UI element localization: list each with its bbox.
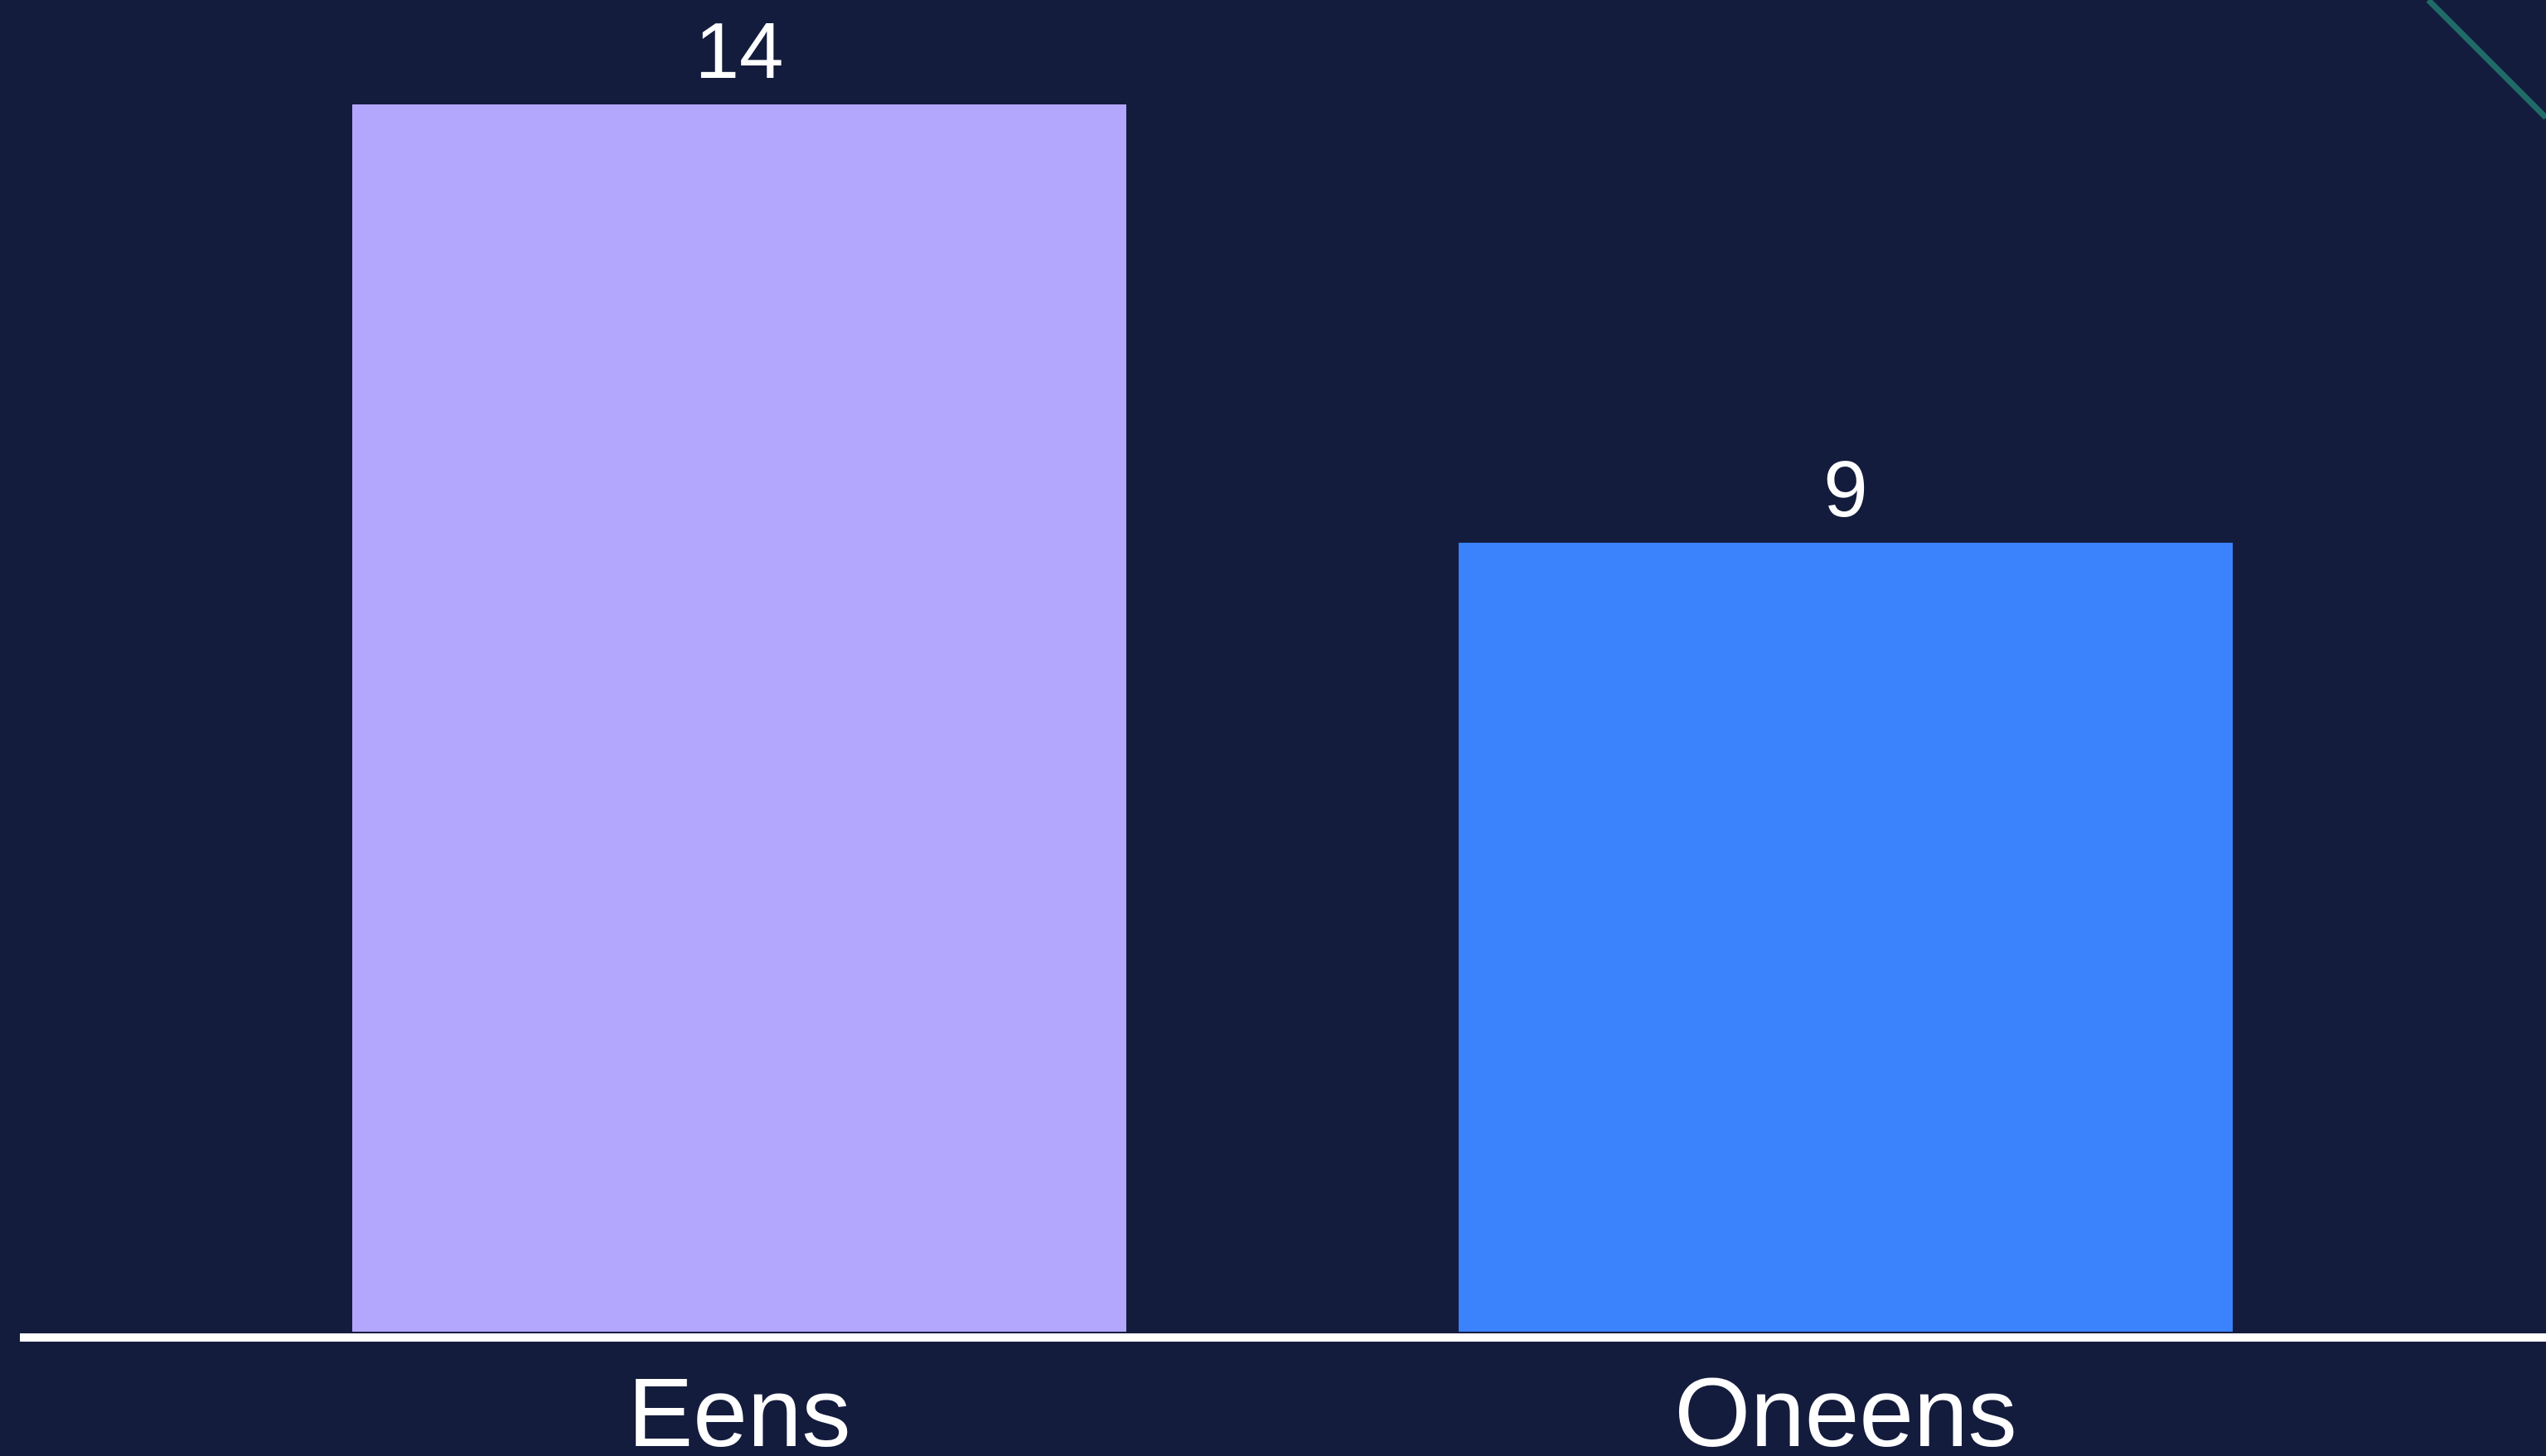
data-label-eens: 14 xyxy=(695,7,784,95)
bars-layer xyxy=(352,104,2233,1332)
corner-decoration-line xyxy=(2426,0,2546,120)
data-labels-layer: 14 9 xyxy=(695,7,1868,534)
x-tick-label-oneens: Oneens xyxy=(1674,1358,2016,1456)
bar-oneens xyxy=(1459,542,2233,1332)
bar-eens xyxy=(352,104,1126,1332)
x-tick-label-eens: Eens xyxy=(628,1358,851,1456)
data-label-oneens: 9 xyxy=(1823,445,1867,534)
x-tick-labels-layer: Eens Oneens xyxy=(628,1358,2017,1456)
